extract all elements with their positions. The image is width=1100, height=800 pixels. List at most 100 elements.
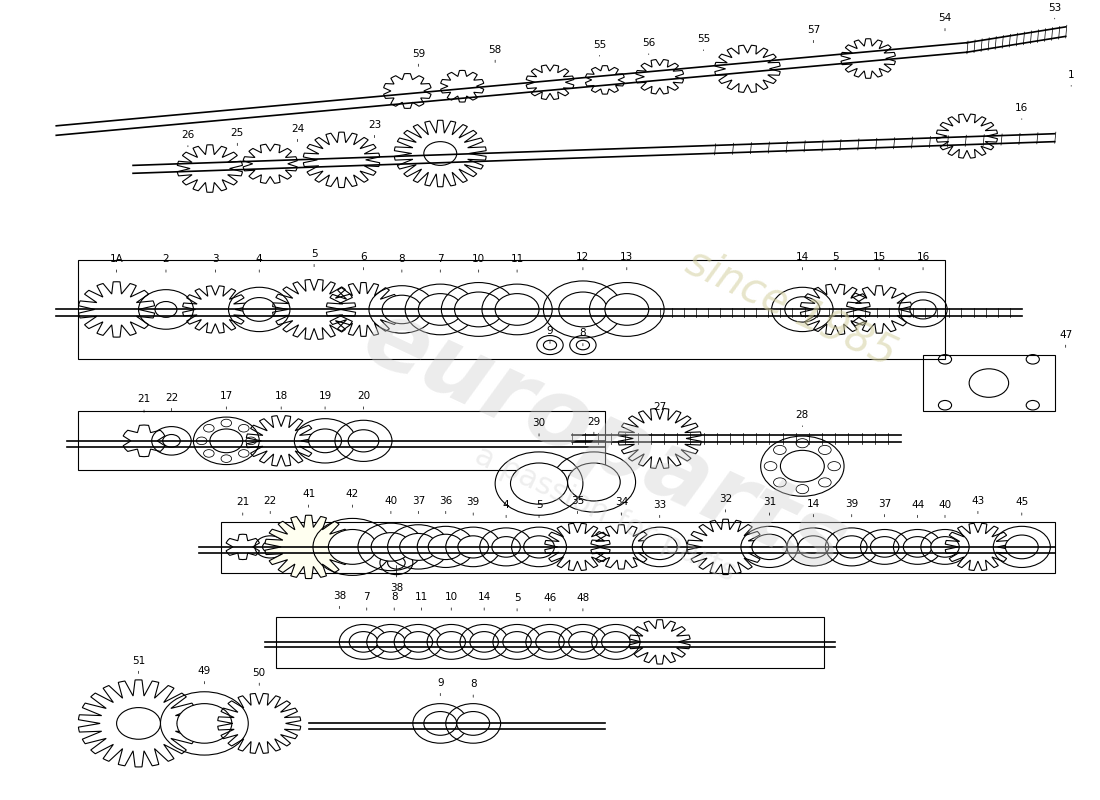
Text: 39: 39 bbox=[845, 499, 858, 517]
Text: 5: 5 bbox=[536, 500, 542, 518]
Circle shape bbox=[376, 631, 405, 652]
Circle shape bbox=[784, 297, 820, 322]
Text: 41: 41 bbox=[302, 490, 316, 507]
Polygon shape bbox=[265, 515, 352, 578]
Text: 24: 24 bbox=[292, 124, 305, 142]
Circle shape bbox=[503, 631, 531, 652]
Text: 5: 5 bbox=[514, 593, 520, 611]
Text: 7: 7 bbox=[363, 592, 370, 610]
Circle shape bbox=[470, 631, 498, 652]
Text: 28: 28 bbox=[795, 410, 808, 426]
Circle shape bbox=[155, 302, 177, 318]
Circle shape bbox=[870, 537, 899, 557]
Text: 7: 7 bbox=[437, 254, 443, 272]
Circle shape bbox=[424, 711, 456, 735]
Text: 20: 20 bbox=[356, 391, 370, 409]
Text: 30: 30 bbox=[532, 418, 546, 436]
Circle shape bbox=[117, 707, 161, 739]
Text: 35: 35 bbox=[571, 496, 584, 514]
Text: 32: 32 bbox=[719, 494, 733, 512]
Circle shape bbox=[836, 536, 867, 558]
Circle shape bbox=[243, 298, 276, 322]
Text: 17: 17 bbox=[220, 391, 233, 409]
Text: 4: 4 bbox=[256, 254, 263, 272]
Text: 38: 38 bbox=[332, 590, 346, 609]
Text: 47: 47 bbox=[1059, 330, 1072, 347]
Text: 56: 56 bbox=[642, 38, 656, 54]
Circle shape bbox=[309, 429, 341, 453]
Text: 16: 16 bbox=[916, 252, 930, 270]
Circle shape bbox=[798, 536, 828, 558]
Text: 51: 51 bbox=[132, 656, 145, 674]
Circle shape bbox=[568, 463, 620, 501]
Text: 27: 27 bbox=[653, 402, 667, 418]
Text: 1: 1 bbox=[1068, 70, 1075, 86]
Circle shape bbox=[605, 294, 649, 326]
Circle shape bbox=[329, 530, 376, 564]
Text: 8: 8 bbox=[390, 592, 397, 610]
Circle shape bbox=[492, 537, 520, 557]
Text: 46: 46 bbox=[543, 593, 557, 611]
Text: 9: 9 bbox=[437, 678, 443, 696]
Text: 43: 43 bbox=[971, 496, 984, 514]
Circle shape bbox=[569, 631, 597, 652]
Circle shape bbox=[602, 631, 630, 652]
Circle shape bbox=[263, 542, 278, 553]
Text: 15: 15 bbox=[872, 252, 886, 270]
Text: 5: 5 bbox=[832, 252, 838, 270]
Circle shape bbox=[424, 142, 456, 166]
Text: 23: 23 bbox=[367, 120, 381, 138]
Text: 19: 19 bbox=[318, 391, 332, 409]
Circle shape bbox=[536, 631, 564, 652]
Circle shape bbox=[428, 534, 463, 559]
Text: 59: 59 bbox=[411, 49, 425, 66]
Text: 18: 18 bbox=[275, 391, 288, 409]
Text: 50: 50 bbox=[253, 667, 266, 686]
Text: 45: 45 bbox=[1015, 498, 1028, 515]
Text: 55: 55 bbox=[697, 34, 711, 50]
Text: 13: 13 bbox=[620, 252, 634, 270]
Text: 29: 29 bbox=[587, 417, 601, 434]
Circle shape bbox=[752, 534, 786, 559]
Circle shape bbox=[642, 534, 678, 559]
Text: 48: 48 bbox=[576, 593, 590, 611]
Text: 33: 33 bbox=[653, 500, 667, 518]
Text: 37: 37 bbox=[411, 496, 425, 514]
Text: 22: 22 bbox=[264, 496, 277, 514]
Text: a passion for parts: a passion for parts bbox=[470, 440, 740, 587]
Circle shape bbox=[177, 704, 232, 743]
Text: 4: 4 bbox=[503, 500, 509, 518]
Circle shape bbox=[454, 292, 503, 327]
Text: 44: 44 bbox=[911, 500, 924, 518]
Text: 22: 22 bbox=[165, 393, 178, 410]
Circle shape bbox=[456, 711, 490, 735]
Text: 14: 14 bbox=[795, 252, 808, 270]
Circle shape bbox=[931, 537, 959, 557]
Circle shape bbox=[543, 340, 557, 350]
Text: europarts: europarts bbox=[349, 290, 861, 594]
Circle shape bbox=[163, 434, 180, 447]
Text: 26: 26 bbox=[182, 130, 195, 146]
Text: 12: 12 bbox=[576, 252, 590, 270]
Text: 42: 42 bbox=[345, 490, 359, 507]
Circle shape bbox=[510, 463, 568, 504]
Text: 36: 36 bbox=[439, 496, 452, 514]
Text: 16: 16 bbox=[1015, 103, 1028, 119]
Text: 8: 8 bbox=[470, 679, 476, 698]
Text: 49: 49 bbox=[198, 666, 211, 684]
Text: 9: 9 bbox=[547, 326, 553, 343]
Text: 11: 11 bbox=[415, 592, 428, 610]
Circle shape bbox=[399, 534, 437, 560]
Circle shape bbox=[495, 294, 539, 326]
Text: since 1985: since 1985 bbox=[680, 241, 903, 375]
Text: 21: 21 bbox=[236, 498, 250, 515]
Circle shape bbox=[349, 631, 377, 652]
Text: 38: 38 bbox=[389, 566, 403, 593]
Text: 10: 10 bbox=[472, 254, 485, 272]
Circle shape bbox=[371, 533, 410, 561]
Circle shape bbox=[576, 340, 590, 350]
Text: 57: 57 bbox=[806, 25, 820, 42]
Text: 34: 34 bbox=[615, 498, 628, 515]
Text: 2: 2 bbox=[163, 254, 169, 272]
Text: 55: 55 bbox=[593, 40, 606, 56]
